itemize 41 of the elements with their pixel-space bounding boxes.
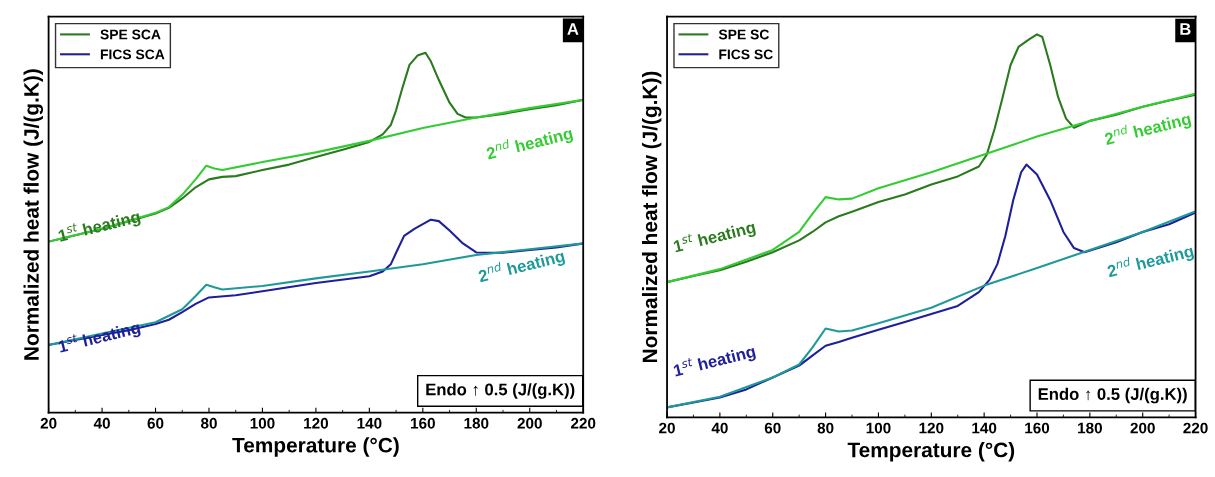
x-tick-label: 80 bbox=[200, 417, 217, 429]
x-tick-label: 120 bbox=[304, 417, 329, 429]
text: A bbox=[567, 23, 579, 35]
legend-label: SPE SC bbox=[718, 29, 769, 40]
annotation: 2$^{nd}$ heating bbox=[476, 246, 566, 286]
legend-label: FICS SC bbox=[719, 49, 773, 60]
annotation: 1$^{st}$ heating bbox=[672, 218, 757, 256]
x-tick-label: 40 bbox=[711, 422, 728, 434]
x-tick-label: 220 bbox=[570, 417, 596, 429]
x-tick-label: 120 bbox=[919, 422, 944, 434]
annotation: 2$^{nd}$ heating bbox=[1103, 109, 1193, 149]
legend-label: FICS SCA bbox=[100, 49, 165, 60]
x-tick-label: 40 bbox=[93, 417, 110, 429]
x-tick-label: 140 bbox=[357, 417, 382, 429]
x-tick-label: 200 bbox=[517, 417, 542, 429]
y-axis-title: Normalized heat flow (J/(g.K)) bbox=[641, 71, 662, 363]
x-tick-label: 160 bbox=[1025, 422, 1050, 434]
x-tick-label: 60 bbox=[147, 417, 164, 429]
x-tick-label: 80 bbox=[817, 422, 834, 434]
annotation: 2$^{nd}$ heating bbox=[1105, 241, 1195, 281]
x-tick-label: 20 bbox=[40, 417, 57, 429]
annotation: B bbox=[1180, 23, 1191, 35]
annotation: 1$^{st}$ heating bbox=[672, 342, 757, 380]
x-tick-label: 60 bbox=[764, 422, 781, 434]
annotation: 1$^{st}$ heating bbox=[57, 207, 142, 246]
x-tick-label: 200 bbox=[1130, 422, 1155, 434]
annotation: 2$^{nd}$ heating bbox=[484, 123, 574, 163]
x-tick-label: 140 bbox=[972, 422, 997, 434]
legend-label: SPE SCA bbox=[100, 29, 161, 40]
annotation: Endo ↑ 0.5 (J/(g.K)) bbox=[1038, 387, 1187, 404]
x-tick-label: 100 bbox=[866, 422, 891, 434]
x-tick-label: 20 bbox=[659, 422, 675, 434]
x-tick-label: 160 bbox=[411, 417, 435, 429]
x-tick-label: 180 bbox=[1078, 422, 1102, 434]
x-tick-label: 180 bbox=[464, 417, 489, 429]
x-tick-label: 100 bbox=[250, 417, 275, 429]
annotation: Endo ↑ 0.5 (J/(g.K)) bbox=[426, 383, 575, 399]
x-axis-title: Temperature (°C) bbox=[232, 437, 399, 457]
y-axis-title: Normalized heat flow (J/(g.K)) bbox=[23, 69, 44, 360]
x-tick-label: 220 bbox=[1183, 422, 1208, 434]
x-axis-title: Temperature (°C) bbox=[847, 442, 1015, 462]
